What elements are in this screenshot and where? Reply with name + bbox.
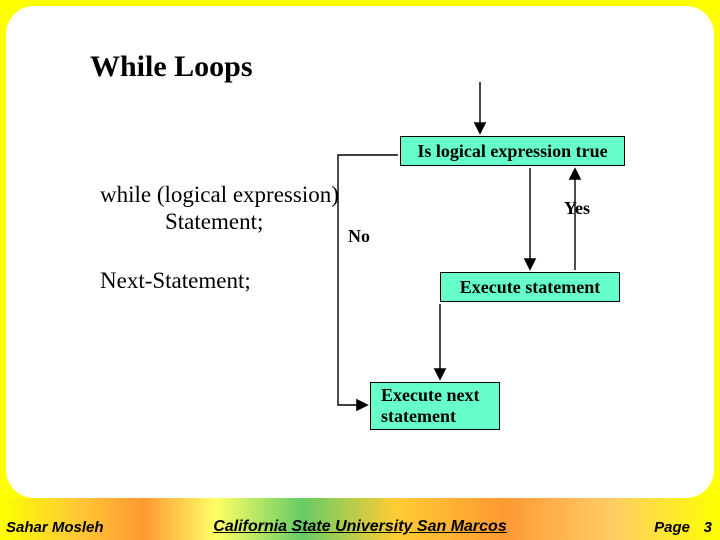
execute-next-label: Execute next statement [381, 385, 479, 426]
execute-next-box: Execute next statement [370, 382, 500, 430]
execute-statement-box: Execute statement [440, 272, 620, 302]
footer-page-label: Page [654, 519, 690, 536]
code-line-3: Next-Statement; [100, 268, 251, 294]
code-line-1: while (logical expression) [100, 182, 339, 208]
slide: While Loops while (logical expression) S… [0, 0, 720, 540]
decision-box: Is logical expression true [400, 136, 625, 166]
code-line-2: Statement; [165, 209, 263, 235]
no-label: No [348, 226, 370, 247]
footer-university: California State University San Marcos [0, 518, 720, 536]
decision-label: Is logical expression true [417, 141, 607, 162]
execute-statement-label: Execute statement [460, 277, 600, 298]
yes-label: Yes [564, 198, 590, 219]
slide-title: While Loops [90, 50, 253, 84]
footer-page-number: 3 [704, 519, 712, 536]
